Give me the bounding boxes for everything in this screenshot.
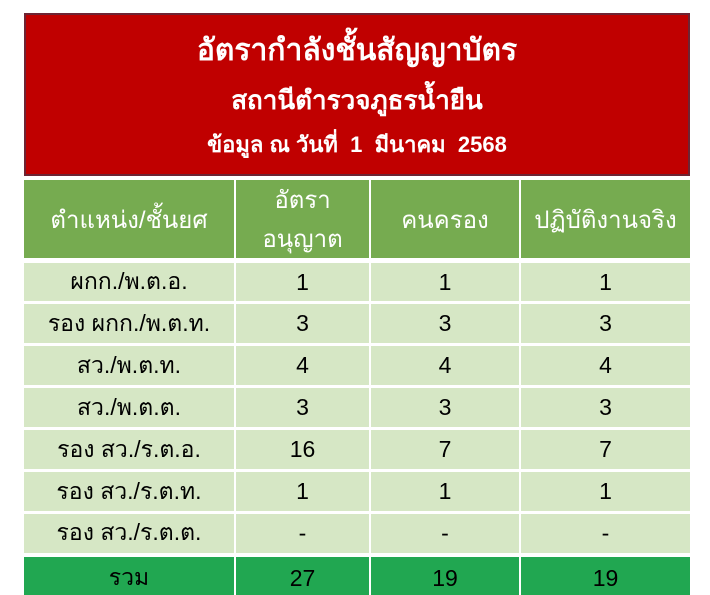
value-cell: 3 <box>370 302 521 346</box>
title-banner: อัตรากำลังชั้นสัญญาบัตร สถานีตำรวจภูธรน้… <box>24 13 690 176</box>
row-label-cell: รอง สว./ร.ต.ต. <box>24 512 236 557</box>
column-header-authorized: อัตราอนุญาต <box>235 180 371 263</box>
row-label-cell: ผกก./พ.ต.อ. <box>24 260 236 304</box>
staffing-table: ตำแหน่ง/ชั้นยศ อัตราอนุญาต คนครอง ปฏิบัต… <box>24 180 690 595</box>
value-cell: - <box>520 512 690 557</box>
value-cell: 4 <box>370 344 521 388</box>
value-cell: 1 <box>370 470 521 514</box>
value-cell: 3 <box>520 386 690 430</box>
value-cell: 7 <box>370 428 521 472</box>
table-body: ผกก./พ.ต.อ. 1 1 1 รอง ผกก./พ.ต.ท. 3 3 3 … <box>24 260 690 557</box>
table-row: รอง ผกก./พ.ต.ท. 3 3 3 <box>24 302 690 346</box>
value-cell: 7 <box>520 428 690 472</box>
table-row: สว./พ.ต.ต. 3 3 3 <box>24 386 690 430</box>
table-row: สว./พ.ต.ท. 4 4 4 <box>24 344 690 388</box>
value-cell: 16 <box>235 428 371 472</box>
value-cell: 1 <box>235 260 371 304</box>
value-cell: 3 <box>235 386 371 430</box>
total-value-cell: 19 <box>370 554 521 595</box>
total-value-cell: 19 <box>520 554 690 595</box>
value-cell: - <box>370 512 521 557</box>
value-cell: 1 <box>520 260 690 304</box>
row-label-cell: สว./พ.ต.ท. <box>24 344 236 388</box>
row-label-cell: รอง สว./ร.ต.ท. <box>24 470 236 514</box>
slide-title: อัตรากำลังชั้นสัญญาบัตร <box>196 34 518 67</box>
table-row: รอง สว./ร.ต.ต. - - - <box>24 512 690 557</box>
row-label-cell: รอง ผกก./พ.ต.ท. <box>24 302 236 346</box>
column-header-actual: ปฏิบัติงานจริง <box>520 180 690 263</box>
column-header-occupied: คนครอง <box>370 180 521 263</box>
row-label-cell: สว./พ.ต.ต. <box>24 386 236 430</box>
value-cell: - <box>235 512 371 557</box>
column-header-position: ตำแหน่ง/ชั้นยศ <box>24 180 236 263</box>
table-row: ผกก./พ.ต.อ. 1 1 1 <box>24 260 690 304</box>
value-cell: 3 <box>370 386 521 430</box>
value-cell: 4 <box>235 344 371 388</box>
table-row: รอง สว./ร.ต.ท. 1 1 1 <box>24 470 690 514</box>
header-row: ตำแหน่ง/ชั้นยศ อัตราอนุญาต คนครอง ปฏิบัต… <box>24 180 690 263</box>
value-cell: 1 <box>235 470 371 514</box>
value-cell: 3 <box>235 302 371 346</box>
total-label-cell: รวม <box>24 554 236 595</box>
data-as-of-date: ข้อมูล ณ วันที่ 1 มีนาคม 2568 <box>207 132 507 157</box>
value-cell: 1 <box>520 470 690 514</box>
value-cell: 1 <box>370 260 521 304</box>
slide-subtitle: สถานีตำรวจภูธรน้ำยืน <box>231 85 483 115</box>
value-cell: 3 <box>520 302 690 346</box>
value-cell: 4 <box>520 344 690 388</box>
total-value-cell: 27 <box>235 554 371 595</box>
row-label-cell: รอง สว./ร.ต.อ. <box>24 428 236 472</box>
total-row: รวม 27 19 19 <box>24 554 690 595</box>
table-row: รอง สว./ร.ต.อ. 16 7 7 <box>24 428 690 472</box>
